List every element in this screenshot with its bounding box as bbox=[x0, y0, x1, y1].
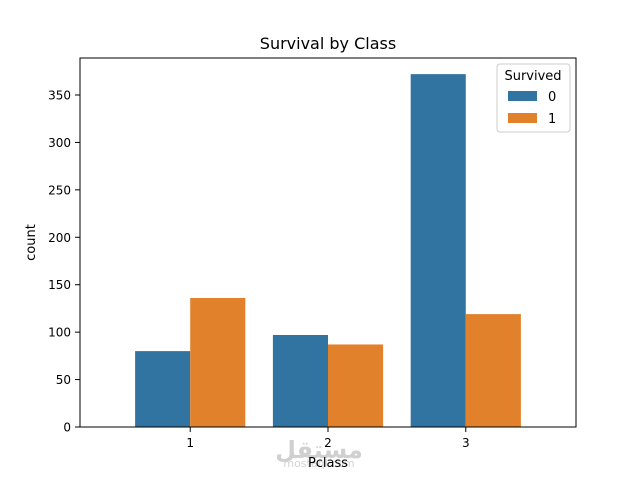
legend-swatch-0 bbox=[508, 91, 537, 101]
legend-title: Survived bbox=[504, 69, 561, 84]
y-tick-label: 150 bbox=[48, 278, 71, 292]
bar-class-3-survived-1 bbox=[465, 314, 521, 427]
x-tick-label: 1 bbox=[186, 436, 194, 450]
bars-group bbox=[135, 74, 521, 427]
x-tick-label: 2 bbox=[324, 436, 332, 450]
y-tick-label: 50 bbox=[56, 373, 71, 387]
y-tick-label: 100 bbox=[48, 326, 71, 340]
legend-label-1: 1 bbox=[548, 112, 556, 127]
bar-class-3-survived-0 bbox=[410, 74, 466, 427]
y-tick-label: 0 bbox=[63, 421, 71, 435]
chart-title: Survival by Class bbox=[260, 34, 396, 53]
y-tick-label: 200 bbox=[48, 231, 71, 245]
x-axis: 1 2 3 bbox=[186, 427, 470, 450]
watermark: مستقل mostaql.com bbox=[275, 436, 363, 470]
watermark-text: mostaql.com bbox=[283, 457, 354, 470]
plot-area bbox=[79, 57, 577, 428]
legend-label-0: 0 bbox=[548, 90, 556, 105]
y-tick-label: 250 bbox=[48, 183, 71, 197]
legend-swatch-1 bbox=[508, 113, 537, 123]
bar-class-2-survived-0 bbox=[272, 334, 328, 427]
y-axis-label: count bbox=[24, 224, 39, 261]
y-axis: 0 50 100 150 200 250 300 350 bbox=[48, 88, 80, 435]
y-tick-label: 300 bbox=[48, 136, 71, 150]
legend: Survived 0 1 bbox=[496, 63, 571, 133]
watermark-logo: مستقل bbox=[275, 436, 363, 464]
bar-class-1-survived-0 bbox=[135, 351, 191, 427]
y-tick-label: 350 bbox=[48, 88, 71, 102]
x-axis-label: Pclass bbox=[308, 456, 348, 471]
bar-class-2-survived-1 bbox=[328, 344, 384, 427]
x-tick-label: 3 bbox=[462, 436, 470, 450]
bar-class-1-survived-1 bbox=[190, 297, 246, 427]
